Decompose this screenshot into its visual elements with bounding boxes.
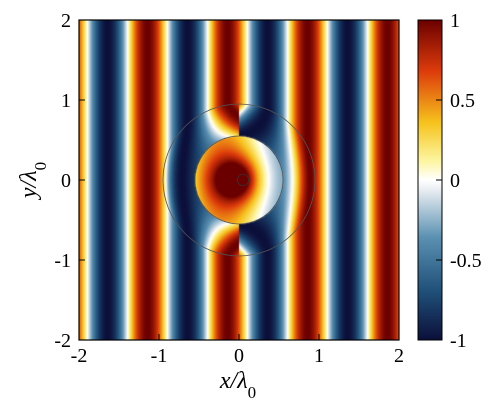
colorbar-tick-label: 1 xyxy=(450,10,460,32)
x-tick-label: 2 xyxy=(394,345,404,367)
colorbar-tick-label: -1 xyxy=(450,330,467,352)
x-tick-label: -2 xyxy=(71,345,88,367)
cloak-boundaries xyxy=(162,103,316,257)
x-tick-label: 0 xyxy=(234,345,244,367)
y-tick-label: 0 xyxy=(61,170,71,192)
colorbar-tick-label: -0.5 xyxy=(450,250,482,272)
y-tick-label: 1 xyxy=(61,90,71,112)
y-axis-label: y/λ0 xyxy=(16,162,50,200)
x-tick-label: 1 xyxy=(314,345,324,367)
y-tick-label: -1 xyxy=(54,250,71,272)
x-axis-ticks: -2 -1 0 1 2 xyxy=(71,334,404,367)
inner-core xyxy=(236,173,249,186)
x-axis-label: x/λ0 xyxy=(219,368,256,402)
outer-circle xyxy=(162,103,316,257)
y-tick-label: 2 xyxy=(61,10,71,32)
middle-circle xyxy=(194,135,284,225)
colorbar-ticks: 1 0.5 0 -0.5 -1 xyxy=(436,10,482,352)
colorbar-tick-label: 0.5 xyxy=(450,90,475,112)
y-axis-ticks: -2 -1 0 1 2 xyxy=(54,10,85,352)
y-tick-label: -2 xyxy=(54,330,71,352)
x-tick-label: -1 xyxy=(151,345,168,367)
colorbar-tick-label: 0 xyxy=(450,170,460,192)
